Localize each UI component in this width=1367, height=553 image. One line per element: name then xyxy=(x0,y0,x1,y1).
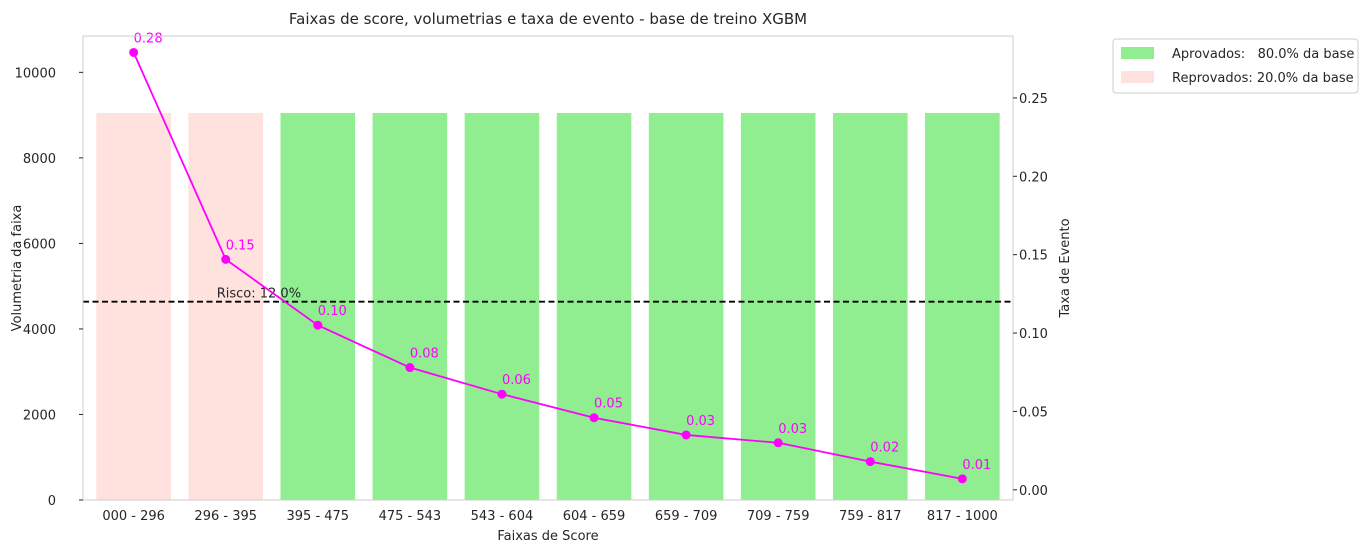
event-rate-data-label: 0.03 xyxy=(778,422,807,437)
x-tick-label: 395 - 475 xyxy=(287,509,350,524)
legend-swatch-reprovados xyxy=(1121,71,1154,83)
y2-tick-label: 0.05 xyxy=(1019,405,1048,420)
event-rate-point xyxy=(129,47,139,57)
x-tick-label: 296 - 395 xyxy=(194,509,257,524)
event-rate-point xyxy=(865,457,875,467)
bar-aprovados xyxy=(464,112,540,500)
event-rate-line xyxy=(132,52,963,480)
x-tick-label: 543 - 604 xyxy=(471,509,534,524)
y-tick-labels: 0 2000 4000 6000 8000 10000 xyxy=(15,66,83,509)
y2-tick-label: 0.15 xyxy=(1019,249,1048,264)
legend-frame xyxy=(1112,38,1359,94)
event-rate-point xyxy=(589,413,599,423)
event-rate-point xyxy=(957,474,967,484)
risk-label: Risco: 12.0% xyxy=(217,287,301,302)
y2-tick-label: 0.25 xyxy=(1019,92,1048,107)
event-rate-point xyxy=(773,438,783,448)
event-rate-point xyxy=(497,389,507,399)
y-tick-label: 0 xyxy=(48,494,56,509)
event-rate-data-label: 0.15 xyxy=(226,238,255,253)
bar-reprovados xyxy=(96,112,171,500)
y2-axis-label: Taxa de Evento xyxy=(1058,218,1073,318)
x-tick-label: 000 - 296 xyxy=(102,509,165,524)
event-rate-line-group: 0.28 0.15 0.10 0.08 0.06 0.05 0.03 0.03 0.02 0.01 xyxy=(129,31,991,484)
legend-label-reprovados: Reprovados: 20.0% da base xyxy=(1172,71,1354,86)
bar-aprovados xyxy=(832,112,908,500)
event-rate-point xyxy=(221,254,231,264)
event-rate-data-label: 0.03 xyxy=(686,414,715,429)
event-rate-data-label: 0.02 xyxy=(870,441,899,456)
y-tick-label: 4000 xyxy=(23,323,56,338)
legend-swatch-aprovados xyxy=(1121,47,1154,59)
event-rate-data-label: 0.01 xyxy=(962,458,991,473)
legend-label-aprovados: Aprovados: 80.0% da base xyxy=(1172,47,1354,62)
event-rate-point xyxy=(313,320,323,330)
y-tick-label: 6000 xyxy=(23,237,56,252)
event-rate-point xyxy=(681,430,691,440)
event-rate-data-label: 0.06 xyxy=(502,373,531,388)
bar-aprovados xyxy=(372,112,448,500)
y2-tick-label: 0.10 xyxy=(1019,327,1048,342)
x-tick-label: 817 - 1000 xyxy=(927,509,998,524)
bar-aprovados xyxy=(648,112,724,500)
x-tick-label: 604 - 659 xyxy=(563,509,626,524)
event-rate-data-label: 0.28 xyxy=(134,31,163,46)
bar-reprovados xyxy=(188,112,264,500)
legend: Aprovados: 80.0% da base Reprovados: 20.… xyxy=(1112,38,1359,94)
x-axis-label: Faixas de Score xyxy=(497,529,598,544)
x-tick-label: 659 - 709 xyxy=(655,509,718,524)
y-tick-label: 10000 xyxy=(15,66,56,81)
chart-title: Faixas de score, volumetrias e taxa de e… xyxy=(289,10,807,28)
plot-frame xyxy=(82,35,1014,501)
x-tick-labels: 000 - 296 296 - 395 395 - 475 475 - 543 543 … xyxy=(102,509,997,524)
y2-tick-label: 0.20 xyxy=(1019,170,1048,185)
event-rate-data-label: 0.05 xyxy=(594,397,623,412)
y2-tick-labels: 0.00 0.05 0.10 0.15 0.20 0.25 xyxy=(1013,92,1048,499)
bar-aprovados xyxy=(740,112,816,500)
x-tick-label: 709 - 759 xyxy=(747,509,810,524)
y2-tick-label: 0.00 xyxy=(1019,484,1048,499)
y-tick-label: 8000 xyxy=(23,152,56,167)
y-axis-label: Volumetria da faixa xyxy=(10,205,25,332)
event-rate-data-label: 0.10 xyxy=(318,304,347,319)
bar-aprovados xyxy=(556,112,632,500)
bar-aprovados xyxy=(925,112,1000,500)
y-tick-label: 2000 xyxy=(23,408,56,423)
x-tick-label: 475 - 543 xyxy=(379,509,442,524)
bars-group xyxy=(96,112,1000,500)
event-rate-point xyxy=(405,363,415,373)
event-rate-data-label: 0.08 xyxy=(410,347,439,362)
x-tick-label: 759 - 817 xyxy=(839,509,902,524)
